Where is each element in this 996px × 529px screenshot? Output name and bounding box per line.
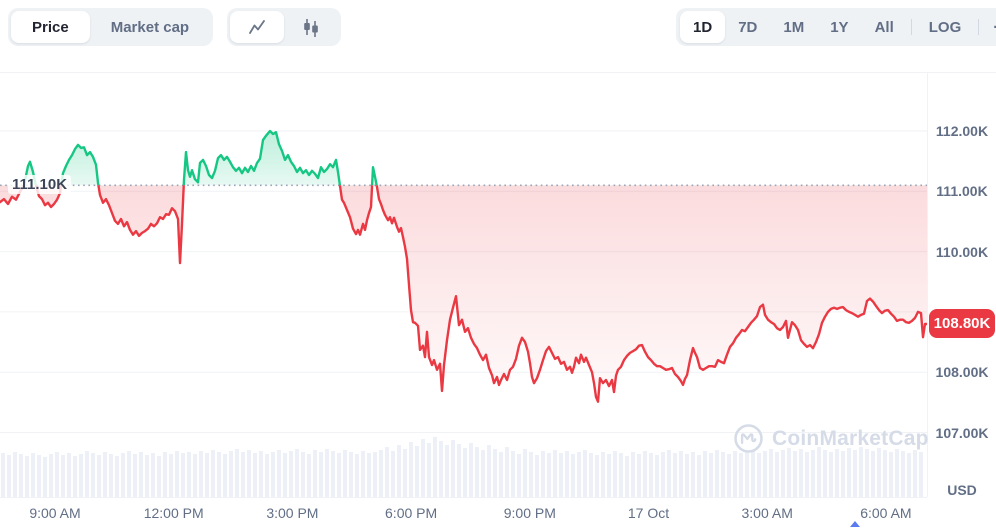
log-scale-button[interactable]: LOG [928,18,962,36]
y-axis-label: 110.00K [935,243,989,260]
current-price-badge: 108.80K [929,308,995,338]
range-toggle: 1D 7D 1M 1Y All LOG ··· [676,8,996,46]
watermark-text: CoinMarketCap [772,426,929,450]
toolbar-divider [910,19,912,35]
x-axis-label: 12:00 PM [143,505,204,521]
chart-type-toggle [227,8,341,46]
y-axis-label: 107.00K [935,424,989,441]
y-axis-label: 111.00K [936,183,988,200]
y-axis-label: 108.00K [935,364,989,381]
tab-price[interactable]: Price [11,11,90,43]
baseline-price-label: 111.10K [8,175,72,195]
time-marker-icon [850,521,860,527]
range-7d[interactable]: 7D [738,18,758,36]
x-axis-label: 9:00 AM [29,505,81,521]
x-axis-label: 6:00 PM [385,505,438,521]
x-axis-label: 3:00 PM [266,505,319,521]
line-chart-button[interactable] [230,11,284,43]
range-1d[interactable]: 1D [680,11,726,43]
toolbar-separator [0,72,996,73]
more-options-button[interactable]: ··· [983,11,996,43]
chart-toolbar: Price Market cap [0,0,996,72]
coinmarketcap-logo-icon [733,423,764,454]
y-axis-unit: USD [947,482,977,498]
watermark: CoinMarketCap [733,423,929,454]
metric-toggle: Price Market cap [8,8,214,46]
tab-market-cap[interactable]: Market cap [110,18,190,36]
range-1y[interactable]: 1Y [830,18,849,36]
x-axis-label: 17 Oct [627,505,670,521]
chart-canvas[interactable] [0,73,996,498]
price-chart[interactable]: CoinMarketCap 111.10K 108.80K 112.00K 111… [0,73,996,498]
range-1m[interactable]: 1M [783,18,805,36]
line-chart-icon [248,18,266,36]
x-axis-label: 3:00 AM [741,505,793,521]
candlestick-icon [302,17,320,37]
toolbar-divider [978,19,980,35]
candlestick-chart-button[interactable] [284,11,338,43]
x-axis-label: 6:00 AM [860,505,912,521]
y-axis-label: 112.00K [935,123,989,139]
range-all[interactable]: All [874,18,894,36]
x-axis-label: 9:00 PM [503,505,556,521]
